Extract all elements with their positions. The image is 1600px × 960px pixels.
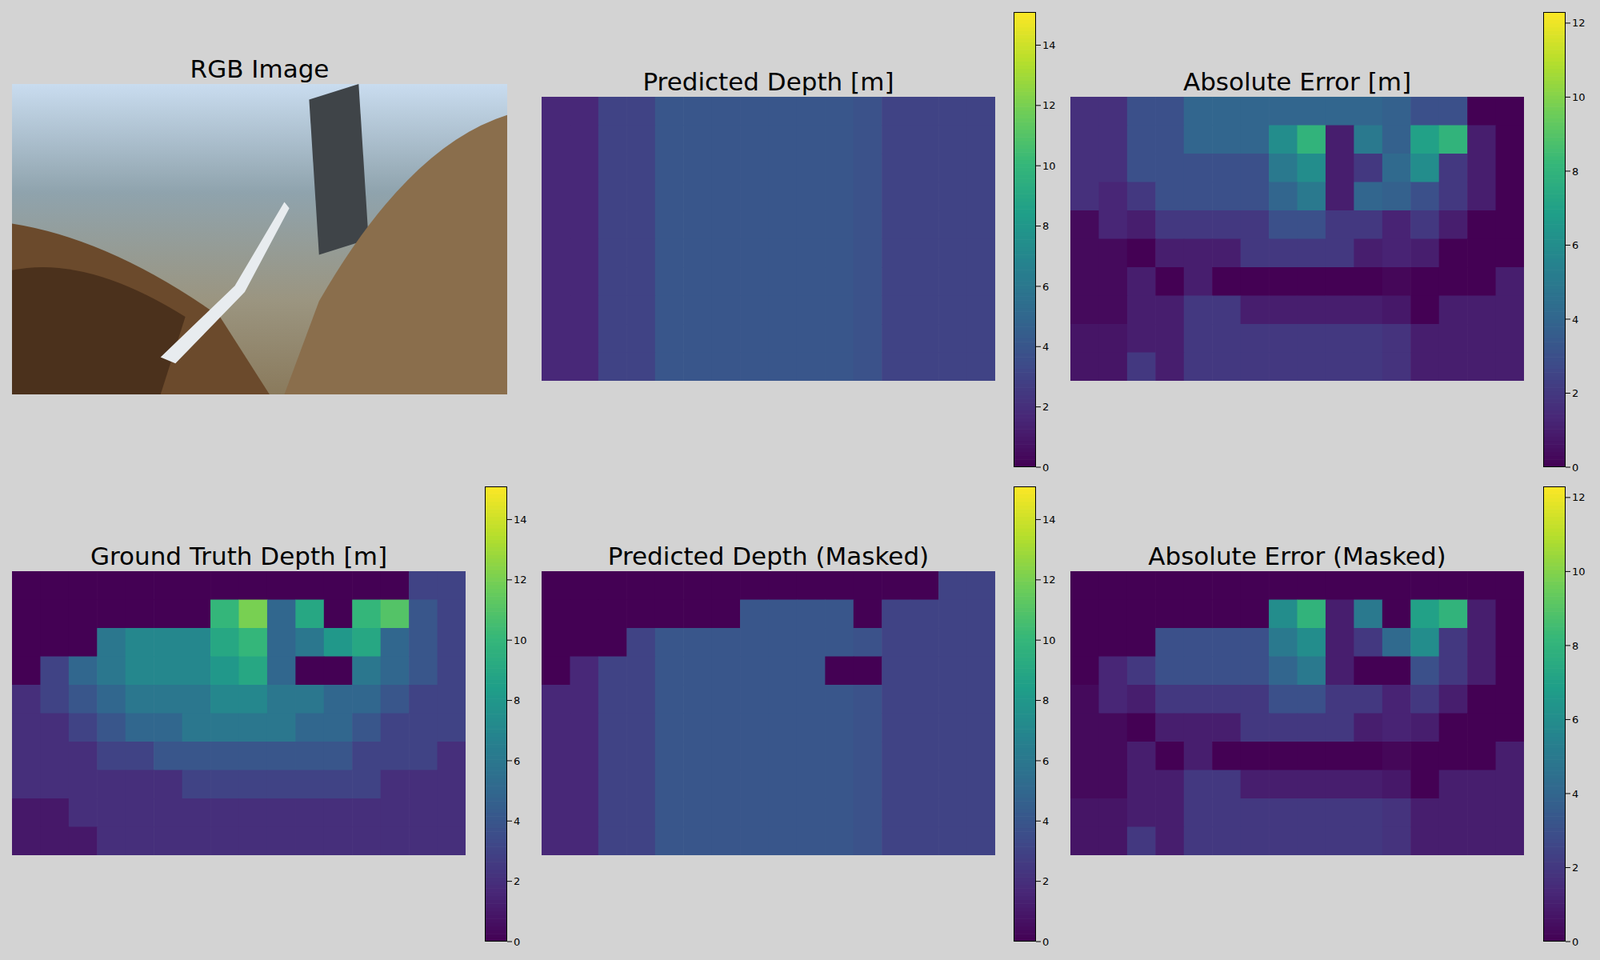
svg-text:2: 2 xyxy=(1042,875,1049,888)
svg-text:8: 8 xyxy=(1042,694,1049,707)
svg-text:0: 0 xyxy=(513,936,520,948)
svg-text:12: 12 xyxy=(1572,491,1586,504)
svg-text:4: 4 xyxy=(1042,340,1049,353)
svg-text:6: 6 xyxy=(513,755,520,768)
svg-text:2: 2 xyxy=(513,875,520,888)
svg-text:4: 4 xyxy=(1572,313,1579,326)
svg-text:2: 2 xyxy=(1572,861,1579,874)
svg-text:8: 8 xyxy=(1042,220,1049,232)
svg-text:0: 0 xyxy=(1572,461,1579,474)
svg-text:10: 10 xyxy=(1572,91,1586,104)
svg-text:4: 4 xyxy=(1572,788,1579,800)
svg-text:10: 10 xyxy=(513,634,528,647)
svg-text:12: 12 xyxy=(513,573,528,586)
svg-text:10: 10 xyxy=(1042,634,1056,647)
svg-text:10: 10 xyxy=(1572,565,1586,578)
svg-text:0: 0 xyxy=(1042,936,1049,948)
svg-text:6: 6 xyxy=(1572,713,1579,726)
svg-text:14: 14 xyxy=(513,513,528,526)
html-text:Absolute Error (Masked): Absolute Error (Masked) xyxy=(1148,541,1447,571)
svg-text:12: 12 xyxy=(1042,99,1056,112)
svg-text:0: 0 xyxy=(1042,461,1049,474)
svg-text:8: 8 xyxy=(1572,165,1579,178)
svg-text:2: 2 xyxy=(1042,400,1049,413)
svg-text:4: 4 xyxy=(513,815,520,828)
html-text:RGB Image: RGB Image xyxy=(190,54,330,84)
html-text:Absolute Error [m]: Absolute Error [m] xyxy=(1183,67,1412,96)
svg-text:8: 8 xyxy=(513,694,520,707)
svg-text:14: 14 xyxy=(1042,513,1056,526)
svg-text:6: 6 xyxy=(1572,239,1579,252)
svg-text:8: 8 xyxy=(1572,640,1579,652)
svg-text:4: 4 xyxy=(1042,815,1049,828)
svg-text:0: 0 xyxy=(1572,936,1579,948)
svg-text:12: 12 xyxy=(1572,16,1586,29)
svg-text:12: 12 xyxy=(1042,573,1056,586)
svg-text:2: 2 xyxy=(1572,387,1579,400)
svg-text:6: 6 xyxy=(1042,755,1049,768)
svg-text:10: 10 xyxy=(1042,160,1056,172)
svg-text:6: 6 xyxy=(1042,280,1049,293)
svg-text:14: 14 xyxy=(1042,39,1056,52)
html-text:Predicted Depth (Masked): Predicted Depth (Masked) xyxy=(607,541,929,571)
html-text:Ground Truth Depth [m]: Ground Truth Depth [m] xyxy=(90,541,388,571)
html-text:Predicted Depth [m]: Predicted Depth [m] xyxy=(642,67,894,96)
